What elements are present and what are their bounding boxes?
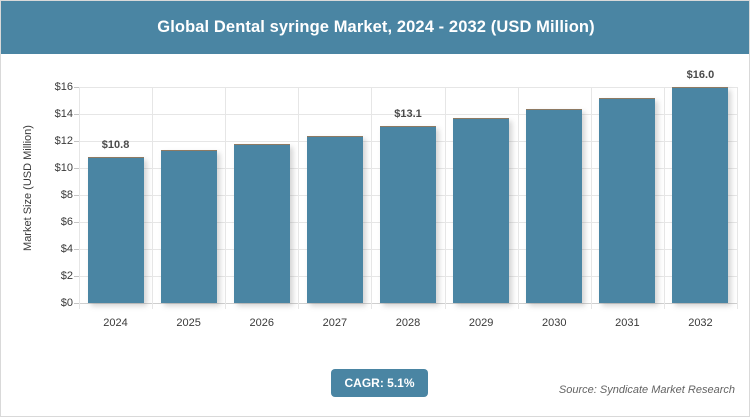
y-axis-tick-label: $4 — [60, 243, 73, 255]
bars-layer: $10.8 $13.1 $16.0 — [79, 54, 737, 354]
y-axis-tick-label: $12 — [54, 135, 73, 147]
y-axis-tickmark — [74, 303, 79, 304]
y-axis-tick-label: $8 — [60, 189, 73, 201]
bar-2029[interactable] — [453, 118, 510, 303]
y-axis-tickmark — [74, 141, 79, 142]
gridline-vertical — [518, 87, 519, 309]
bar-2025[interactable] — [160, 150, 217, 303]
x-axis-tick-label-2030: 2030 — [541, 317, 567, 329]
gridline-horizontal — [79, 87, 737, 88]
y-axis-tickmark — [74, 195, 79, 196]
x-axis-tick-label-2026: 2026 — [249, 317, 275, 329]
x-axis-tick-label-2028: 2028 — [395, 317, 421, 329]
source-note: Source: Syndicate Market Research — [558, 384, 735, 396]
bar-value-label-2028: $13.1 — [394, 108, 422, 121]
y-axis-tick-label: $6 — [60, 216, 73, 228]
y-axis-tick-label: $0 — [60, 297, 73, 309]
gridline-vertical — [152, 87, 153, 309]
page-title: Global Dental syringe Market, 2024 - 203… — [157, 18, 595, 36]
y-axis-tick-label: $10 — [54, 162, 73, 174]
y-axis-tick-label: $2 — [60, 270, 73, 282]
x-axis-tick-label-2029: 2029 — [468, 317, 494, 329]
gridline-vertical — [737, 87, 738, 309]
y-axis-tickmark — [74, 168, 79, 169]
header-banner: Global Dental syringe Market, 2024 - 203… — [1, 1, 749, 54]
y-axis-tickmark — [74, 114, 79, 115]
bar-value-label-2024: $10.8 — [101, 139, 130, 152]
gridline-vertical — [79, 87, 80, 309]
y-axis-tickmark — [74, 276, 79, 277]
y-axis-tick-label: $14 — [54, 108, 73, 120]
y-axis-tickmark — [74, 222, 79, 223]
y-axis-tickmark — [74, 249, 79, 250]
bar-2024[interactable] — [87, 157, 144, 303]
gridline-vertical — [664, 87, 665, 309]
bar-2030[interactable] — [526, 108, 583, 303]
chart-plot-wrapper: Market Size (USD Million) $0 $2 $4 $6 $8 $10 $… — [1, 54, 749, 354]
x-axis-tick-label-2032: 2032 — [688, 317, 713, 329]
y-axis-tick-labels: $0 $2 $4 $6 $8 $10 $12 $14 $16 — [1, 54, 73, 354]
bar-2031[interactable] — [599, 97, 656, 303]
bar-2026[interactable] — [233, 143, 290, 303]
bar-value-label-2032: $16.0 — [686, 69, 715, 81]
x-axis-tick-label-2025: 2025 — [176, 317, 201, 329]
bar-2027[interactable] — [306, 135, 363, 303]
bar-2032[interactable] — [672, 87, 729, 303]
gridline-vertical — [445, 87, 446, 309]
gridline-horizontal — [79, 114, 737, 115]
gridline-vertical — [371, 87, 372, 309]
x-axis-tick-label-2024: 2024 — [103, 317, 128, 329]
cagr-badge: CAGR: 5.1% — [331, 369, 428, 397]
plot-area: $10.8 $13.1 $16.0 — [74, 54, 738, 354]
x-axis-tick-label-2031: 2031 — [615, 317, 640, 329]
x-axis-tick-label-2027: 2027 — [322, 317, 348, 329]
y-axis-tickmark — [74, 87, 79, 88]
y-axis-tick-label: $16 — [54, 81, 73, 93]
bar-2028[interactable] — [380, 126, 436, 303]
gridline-vertical — [225, 87, 226, 309]
gridline-vertical — [591, 87, 592, 309]
cagr-badge-label: CAGR: 5.1% — [344, 376, 415, 390]
gridline-horizontal — [79, 303, 737, 304]
gridline-vertical — [298, 87, 299, 309]
